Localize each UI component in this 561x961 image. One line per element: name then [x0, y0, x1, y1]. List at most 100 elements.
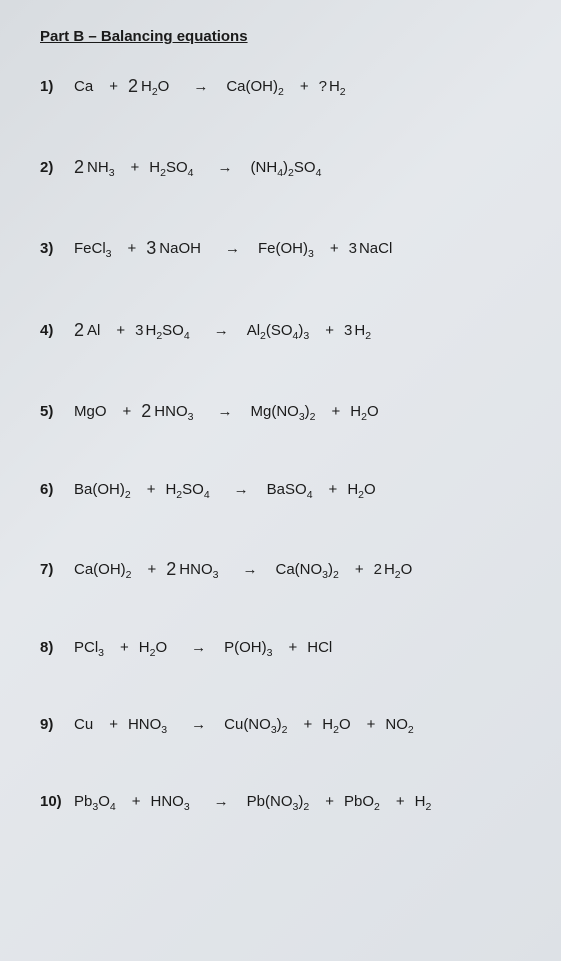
equation-row: 2)2NH3 + H2SO4 → (NH4)2SO4 [40, 154, 537, 179]
equation-row: 8)PCl3 + H2O → P(OH)3 + HCl [40, 637, 537, 658]
arrow-icon: → [242, 559, 257, 580]
chemical-formula: Al2(SO4)3 [247, 320, 310, 341]
handwritten-coefficient: ? [319, 76, 327, 97]
section-title: Part B – Balancing equations [40, 28, 537, 45]
plus-operator: + [288, 637, 297, 658]
handwritten-coefficient: 2 [74, 155, 84, 180]
handwritten-coefficient: 3 [349, 238, 357, 259]
chemical-formula: HCl [307, 637, 332, 658]
chemical-formula: Pb(NO3)2 [247, 791, 310, 812]
equation-row: 5)MgO+2HNO3→Mg(NO3)2+H2O [40, 398, 537, 423]
equation-number: 4) [40, 320, 74, 341]
chemical-formula: H2 [329, 76, 346, 97]
equation-body: Ca+2H2O→Ca(OH)2+?H2 [74, 73, 352, 98]
plus-operator: + [132, 791, 141, 812]
chemical-formula: HNO3 [154, 401, 193, 422]
equation-number: 10) [40, 791, 74, 812]
chemical-formula: HNO3 [179, 559, 218, 580]
handwritten-coefficient: 2 [166, 557, 176, 582]
equation-body: PCl3 + H2O → P(OH)3 + HCl [74, 637, 338, 658]
plus-operator: + [148, 559, 157, 580]
chemical-formula: H2O [350, 401, 378, 422]
chemical-formula: NH3 [87, 157, 115, 178]
equation-row: 6)Ba(OH)2+H2SO4→BaSO4+H2O [40, 479, 537, 500]
plus-operator: + [147, 479, 156, 500]
chemical-formula: HNO3 [128, 714, 167, 735]
equation-row: 1)Ca+2H2O→Ca(OH)2+?H2 [40, 73, 537, 98]
chemical-formula: Cu [74, 714, 93, 735]
plus-operator: + [355, 559, 364, 580]
equation-body: Cu + HNO3 → Cu(NO3)2 + H2O + NO2 [74, 714, 420, 735]
arrow-icon: → [218, 157, 233, 178]
plus-operator: + [396, 791, 405, 812]
arrow-icon: → [191, 714, 206, 735]
handwritten-coefficient: 2 [141, 399, 151, 424]
plus-operator: + [123, 401, 132, 422]
chemical-formula: PCl3 [74, 637, 104, 658]
chemical-formula: FeCl3 [74, 238, 112, 259]
chemical-formula: Cu(NO3)2 [224, 714, 287, 735]
plus-operator: + [367, 714, 376, 735]
plus-operator: + [128, 238, 137, 259]
arrow-icon: → [193, 76, 208, 97]
equation-number: 7) [40, 559, 74, 580]
handwritten-coefficient: 2 [74, 318, 84, 343]
chemical-formula: HNO3 [150, 791, 189, 812]
plus-operator: + [332, 401, 341, 422]
plus-operator: + [329, 479, 338, 500]
chemical-formula: NO2 [385, 714, 413, 735]
equation-number: 2) [40, 157, 74, 178]
chemical-formula: H2SO4 [165, 479, 209, 500]
chemical-formula: Mg(NO3)2 [250, 401, 315, 422]
chemical-formula: H2 [354, 320, 371, 341]
plus-operator: + [304, 714, 313, 735]
equation-body: FeCl3+3NaOH→Fe(OH)3+3NaCl [74, 235, 398, 260]
chemical-formula: (NH4)2SO4 [251, 157, 322, 178]
chemical-formula: H2O [322, 714, 350, 735]
equation-body: Ca(OH)2+2HNO3→Ca(NO3)2+2H2O [74, 556, 418, 581]
chemical-formula: H2O [347, 479, 375, 500]
chemical-formula: PbO2 [344, 791, 380, 812]
equation-body: MgO +2HNO3 → Mg(NO3)2 + H2O [74, 398, 385, 423]
chemical-formula: Ca(OH)2 [74, 559, 132, 580]
plus-operator: + [300, 76, 309, 97]
equation-body: Pb3O4 + HNO3 → Pb(NO3)2 + PbO2 + H2 [74, 791, 437, 812]
equation-body: 2NH3 + H2SO4 → (NH4)2SO4 [74, 154, 327, 179]
equation-row: 7)Ca(OH)2+2HNO3→Ca(NO3)2+2H2O [40, 556, 537, 581]
chemical-formula: P(OH)3 [224, 637, 272, 658]
equation-row: 3)FeCl3+3NaOH→Fe(OH)3+3NaCl [40, 235, 537, 260]
plus-operator: + [325, 791, 334, 812]
arrow-icon: → [191, 637, 206, 658]
chemical-formula: H2SO4 [145, 320, 189, 341]
equation-row: 9)Cu + HNO3 → Cu(NO3)2 + H2O + NO2 [40, 714, 537, 735]
chemical-formula: NaOH [159, 238, 201, 259]
chemical-formula: BaSO4 [267, 479, 313, 500]
plus-operator: + [116, 320, 125, 341]
equation-number: 9) [40, 714, 74, 735]
handwritten-coefficient: 3 [146, 236, 156, 261]
plus-operator: + [109, 76, 118, 97]
chemical-formula: MgO [74, 401, 107, 422]
chemical-formula: H2 [415, 791, 432, 812]
plus-operator: + [131, 157, 140, 178]
plus-operator: + [109, 714, 118, 735]
equation-list: 1)Ca+2H2O→Ca(OH)2+?H22)2NH3+H2SO4→(NH4)2… [40, 73, 537, 812]
plus-operator: + [120, 637, 129, 658]
arrow-icon: → [234, 479, 249, 500]
chemical-formula: H2O [139, 637, 167, 658]
chemical-formula: Ca(OH)2 [226, 76, 284, 97]
chemical-formula: H2O [141, 76, 169, 97]
arrow-icon: → [217, 401, 232, 422]
handwritten-coefficient: 3 [344, 320, 352, 341]
equation-number: 8) [40, 637, 74, 658]
chemical-formula: NaCl [359, 238, 392, 259]
chemical-formula: H2SO4 [149, 157, 193, 178]
equation-row: 4)2Al+3H2SO4→Al2(SO4)3+3H2 [40, 317, 537, 342]
chemical-formula: Pb3O4 [74, 791, 116, 812]
arrow-icon: → [214, 320, 229, 341]
arrow-icon: → [214, 791, 229, 812]
plus-operator: + [330, 238, 339, 259]
equation-body: Ba(OH)2+H2SO4→BaSO4+H2O [74, 479, 382, 500]
chemical-formula: Al [87, 320, 100, 341]
chemical-formula: Ca [74, 76, 93, 97]
